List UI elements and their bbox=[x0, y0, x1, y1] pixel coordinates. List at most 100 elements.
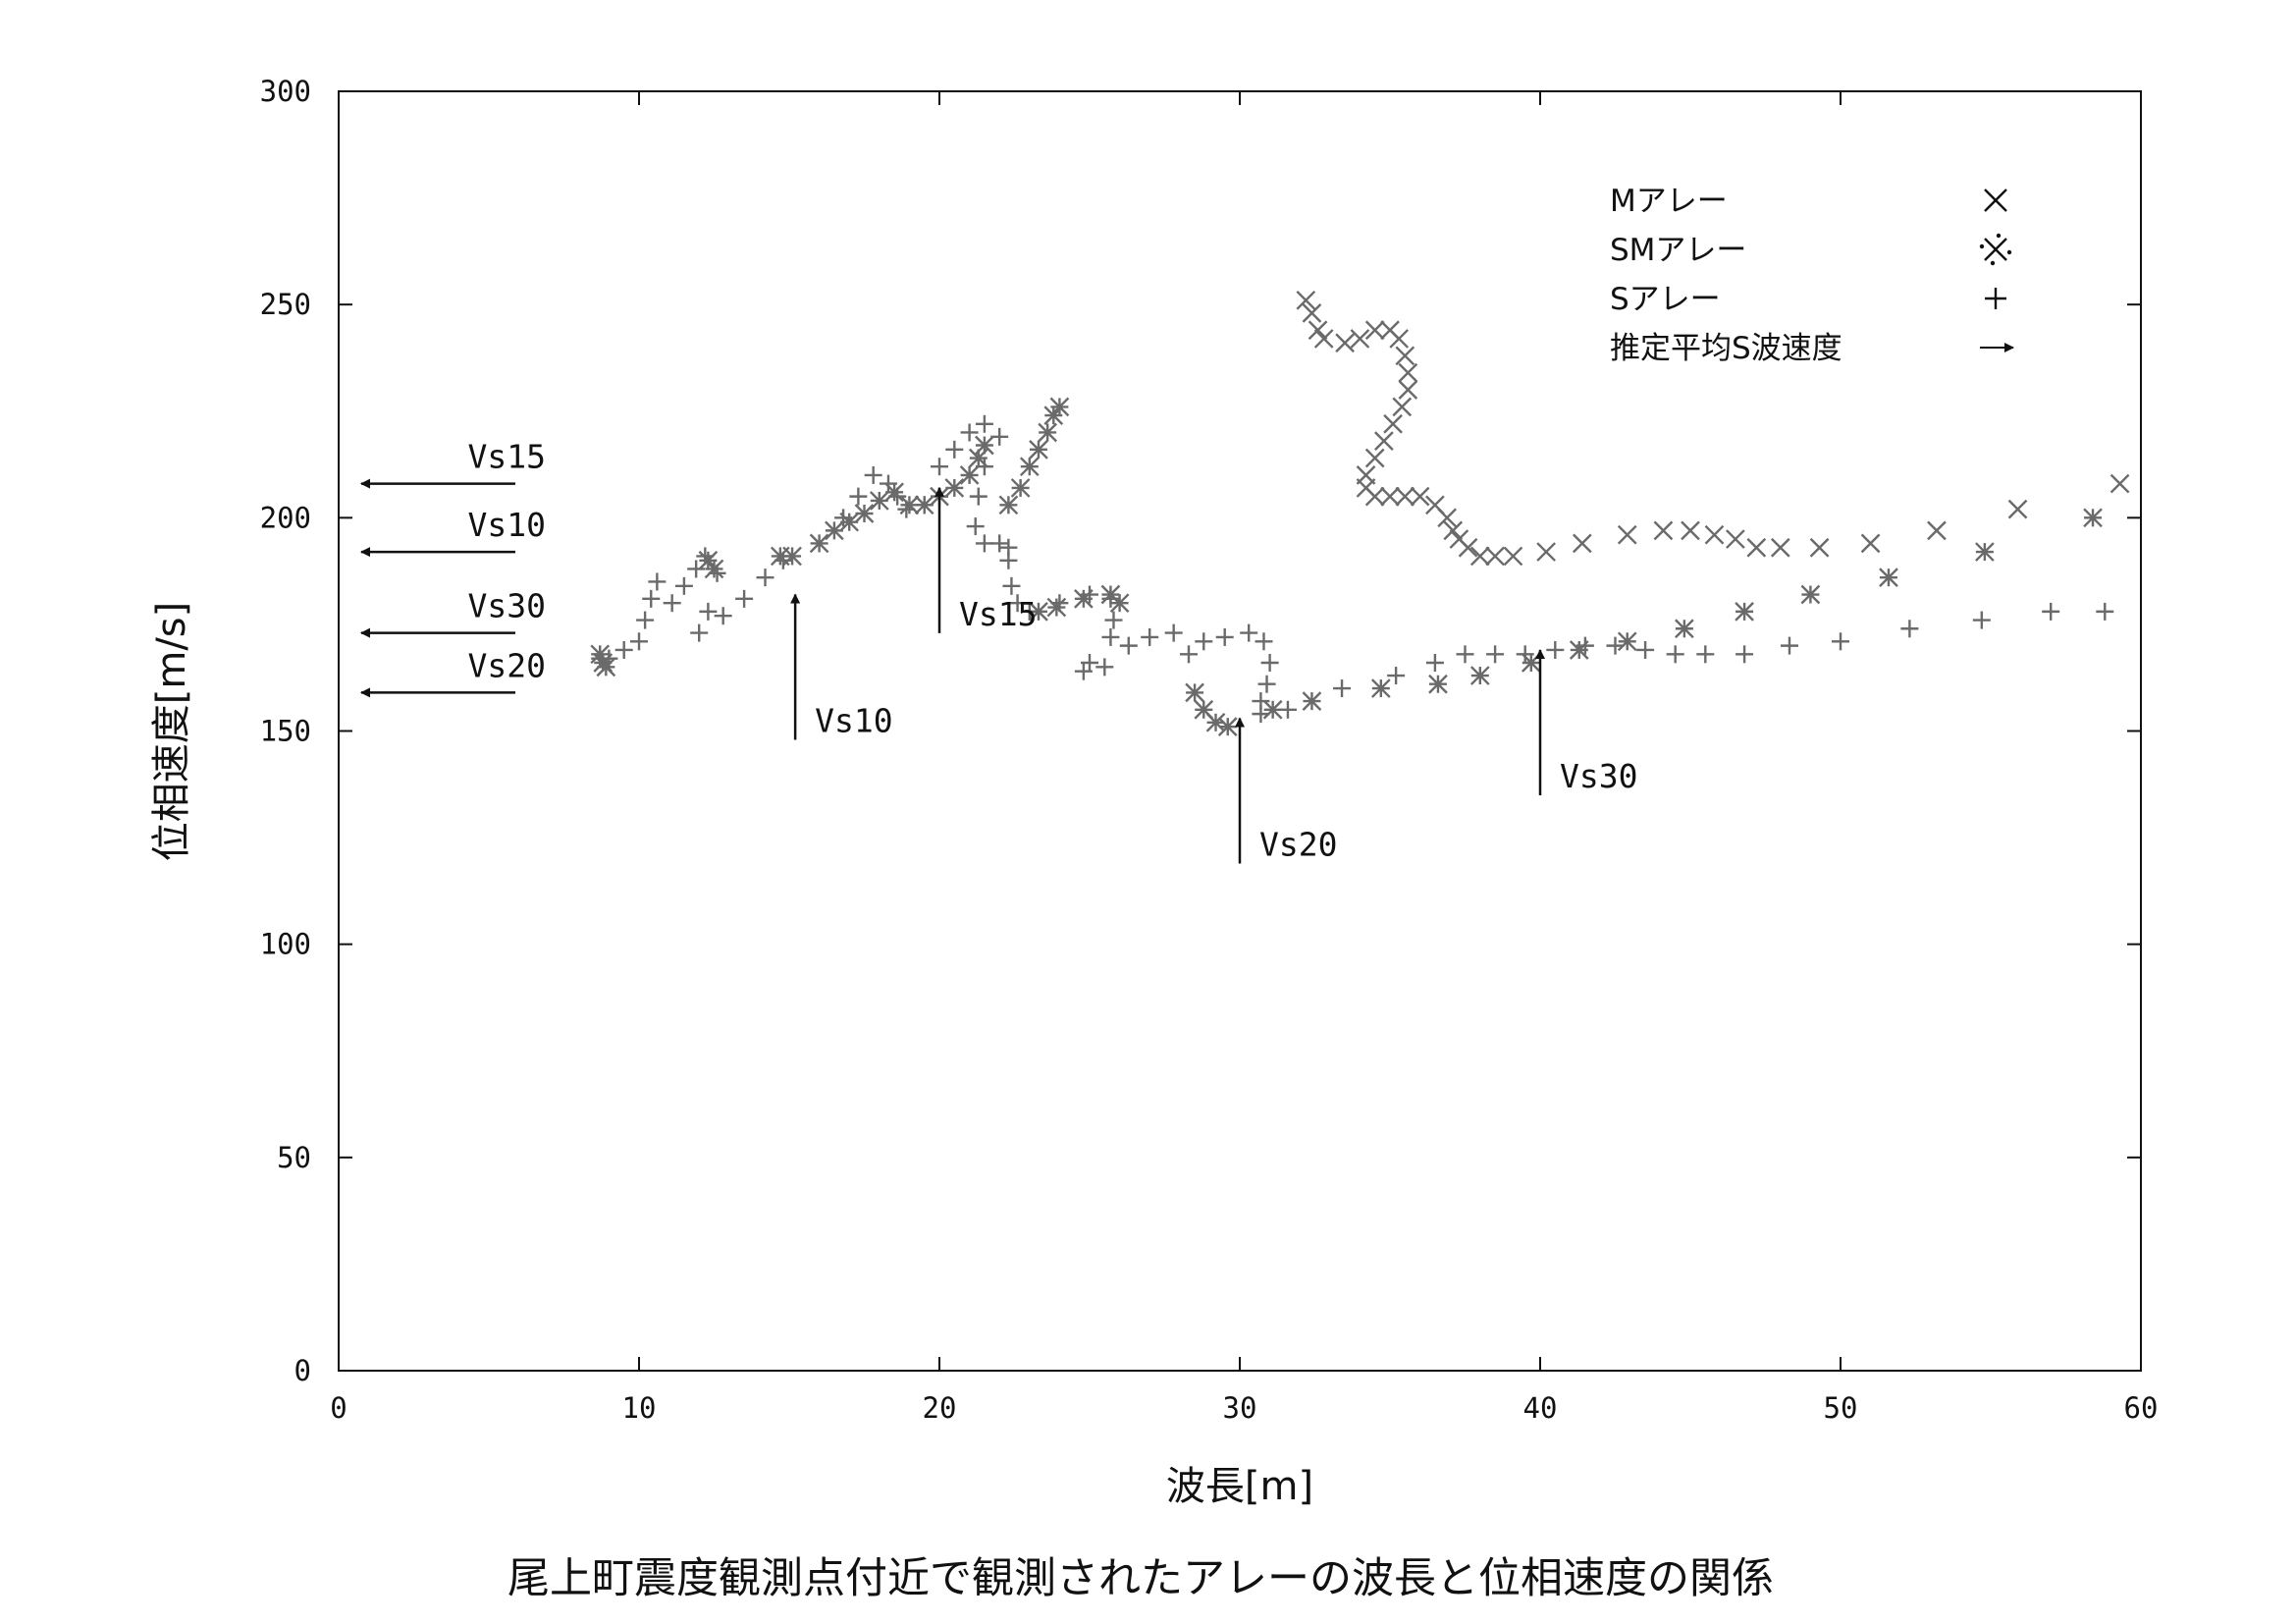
point-x bbox=[1704, 524, 1725, 545]
point-x bbox=[1383, 413, 1403, 434]
point-plus bbox=[1516, 645, 1534, 664]
point-plus bbox=[1257, 675, 1276, 693]
point-x bbox=[1485, 546, 1505, 567]
mark-stroke bbox=[1380, 486, 1400, 507]
point-x bbox=[1860, 533, 1881, 554]
point-plus bbox=[1081, 585, 1098, 604]
point-x bbox=[1681, 520, 1700, 541]
mark-stroke bbox=[1572, 533, 1592, 554]
point-plus bbox=[1666, 645, 1684, 664]
x-tick-label: 0 bbox=[330, 1391, 347, 1425]
point-x bbox=[1364, 486, 1385, 507]
mark-stroke bbox=[1469, 546, 1490, 567]
point-x bbox=[2007, 499, 2028, 519]
point-x bbox=[1374, 431, 1394, 452]
point-plus bbox=[1636, 640, 1655, 659]
mark-stroke bbox=[1313, 329, 1334, 349]
point-x bbox=[1392, 397, 1413, 417]
point-plus bbox=[1119, 636, 1138, 655]
mark-stroke bbox=[1809, 537, 1830, 558]
point-x bbox=[1469, 546, 1490, 567]
mark-stroke bbox=[1302, 303, 1322, 323]
point-asterisk bbox=[1038, 422, 1058, 443]
legend-label: Mアレー bbox=[1610, 184, 1728, 219]
point-x bbox=[1927, 520, 1947, 541]
mark-stroke bbox=[1335, 333, 1355, 353]
mark-stroke bbox=[1395, 486, 1415, 507]
point-plus bbox=[714, 607, 732, 625]
horizontal-arrow-label: Vs30 bbox=[468, 587, 546, 625]
mark-stroke bbox=[1395, 346, 1415, 366]
series-x bbox=[1296, 290, 2130, 567]
point-plus bbox=[1195, 632, 1213, 651]
point-plus bbox=[1240, 623, 1258, 642]
point-x bbox=[1503, 546, 1523, 567]
mark-dot bbox=[2006, 249, 2012, 255]
point-asterisk bbox=[809, 533, 829, 554]
mark-stroke bbox=[1704, 524, 1725, 545]
point-plus bbox=[687, 560, 706, 578]
point-plus bbox=[699, 602, 718, 621]
point-plus bbox=[969, 487, 988, 506]
point-plus bbox=[600, 649, 618, 668]
point-plus bbox=[1387, 667, 1406, 685]
point-asterisk bbox=[1675, 619, 1694, 639]
point-plus bbox=[1101, 627, 1120, 646]
mark-stroke bbox=[1437, 508, 1457, 528]
point-asterisk bbox=[1617, 631, 1637, 652]
point-plus bbox=[1255, 632, 1273, 651]
point-asterisk bbox=[854, 504, 875, 523]
series-plus bbox=[591, 414, 2114, 724]
point-asterisk bbox=[959, 465, 980, 485]
horizontal-arrow-label: Vs10 bbox=[468, 506, 546, 544]
point-plus bbox=[990, 534, 1009, 553]
point-plus bbox=[975, 534, 993, 553]
point-plus bbox=[636, 611, 655, 629]
point-plus bbox=[674, 576, 693, 595]
point-plus bbox=[1546, 640, 1565, 659]
point-plus bbox=[1141, 627, 1159, 646]
point-asterisk bbox=[1010, 478, 1031, 498]
point-plus bbox=[1780, 636, 1798, 655]
point-plus bbox=[1900, 620, 1919, 638]
mark-stroke bbox=[1984, 189, 2007, 212]
point-plus bbox=[1104, 611, 1123, 629]
vertical-arrow-label: Vs30 bbox=[1560, 757, 1637, 795]
point-plus bbox=[774, 551, 792, 569]
mark-stroke bbox=[1392, 397, 1413, 417]
y-tick-label: 200 bbox=[260, 501, 311, 534]
point-asterisk bbox=[1975, 542, 1995, 562]
point-plus bbox=[630, 632, 648, 651]
point-plus bbox=[690, 623, 709, 642]
mark-dot bbox=[1990, 260, 1996, 266]
mark-stroke bbox=[1425, 495, 1445, 515]
y-axis-title: 位相速度[m/s] bbox=[149, 602, 194, 862]
point-asterisk bbox=[869, 491, 889, 511]
mark-stroke bbox=[1927, 520, 1947, 541]
point-plus bbox=[1101, 589, 1120, 608]
point-asterisk bbox=[1428, 674, 1448, 694]
point-x bbox=[1398, 380, 1418, 400]
vs-annotations: Vs10 Vs15 Vs20 Vs30 Vs15 Vs10 Vs30 Vs20 bbox=[360, 438, 1637, 864]
vertical-arrow-label: Vs15 bbox=[959, 595, 1037, 633]
mark-stroke bbox=[1536, 542, 1556, 562]
point-asterisk bbox=[1205, 712, 1226, 732]
y-tick-label: 100 bbox=[260, 928, 311, 961]
point-x bbox=[1313, 329, 1334, 349]
point-asterisk bbox=[1019, 457, 1040, 477]
point-plus bbox=[1278, 700, 1297, 719]
point-asterisk bbox=[1735, 602, 1754, 622]
mark-stroke bbox=[1296, 290, 1316, 310]
point-plus bbox=[990, 427, 1009, 446]
legend-label: SMアレー bbox=[1610, 233, 1746, 268]
point-plus bbox=[1215, 627, 1234, 646]
point-asterisk bbox=[1185, 682, 1204, 703]
point-x bbox=[1380, 486, 1400, 507]
point-x bbox=[1389, 329, 1410, 349]
mark-stroke bbox=[1364, 320, 1385, 341]
point-plus bbox=[931, 458, 948, 476]
point-asterisk bbox=[1370, 678, 1391, 698]
point-plus bbox=[708, 564, 726, 582]
point-plus bbox=[849, 487, 868, 506]
point-x bbox=[1653, 520, 1674, 541]
